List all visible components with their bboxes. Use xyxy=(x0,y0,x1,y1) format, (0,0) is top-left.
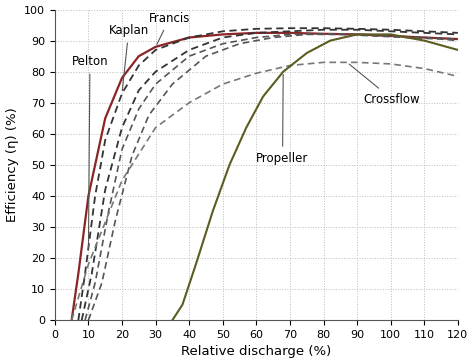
X-axis label: Relative discharge (%): Relative discharge (%) xyxy=(181,345,331,359)
Text: Propeller: Propeller xyxy=(256,75,309,165)
Text: Crossflow: Crossflow xyxy=(349,64,420,106)
Text: Francis: Francis xyxy=(149,12,190,44)
Text: Pelton: Pelton xyxy=(72,55,108,249)
Text: Kaplan: Kaplan xyxy=(109,24,149,91)
Y-axis label: Efficiency (η) (%): Efficiency (η) (%) xyxy=(6,107,18,222)
